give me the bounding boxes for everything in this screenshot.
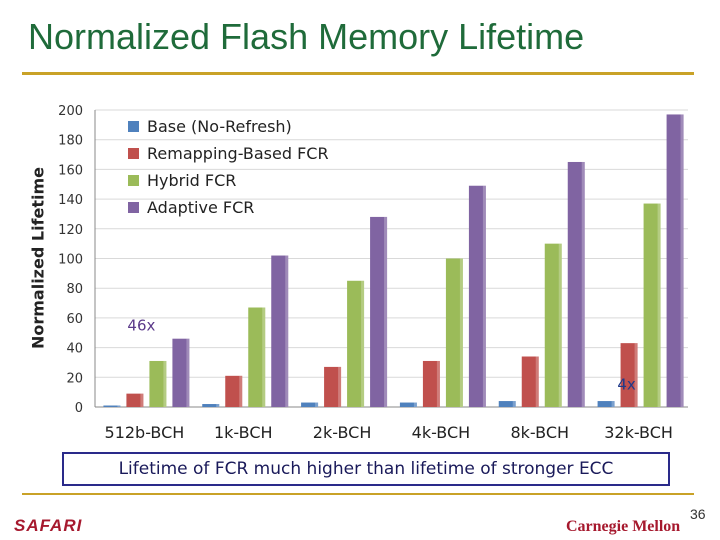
x-tick-label: 8k-BCH: [510, 423, 569, 442]
bar-highlight: [338, 366, 342, 407]
x-tick-label: 1k-BCH: [214, 423, 273, 442]
bar: [248, 307, 266, 407]
bar: [666, 114, 684, 407]
y-tick-label: 80: [66, 282, 83, 297]
y-tick-label: 120: [58, 223, 83, 238]
safari-logo: SAFARI: [14, 516, 83, 535]
bar-highlight: [262, 307, 266, 407]
bar-highlight: [535, 356, 539, 407]
bar: [643, 203, 661, 407]
y-tick-label: 40: [66, 342, 83, 357]
bar-highlight: [611, 401, 615, 407]
bar: [202, 404, 220, 407]
y-tick-label: 60: [66, 312, 83, 327]
bar-highlight: [482, 185, 486, 407]
x-tick-label: 4k-BCH: [412, 423, 471, 442]
bar-highlight: [657, 203, 661, 407]
bar: [347, 280, 365, 407]
y-tick-label: 140: [58, 193, 83, 208]
y-tick-label: 180: [58, 134, 83, 149]
page-number: 36: [690, 506, 706, 522]
callout-text: Lifetime of FCR much higher than lifetim…: [118, 459, 614, 479]
x-tick-label: 2k-BCH: [313, 423, 372, 442]
x-tick-label: 32k-BCH: [604, 423, 673, 442]
bar: [399, 402, 417, 407]
bar-highlight: [140, 393, 144, 407]
bar: [103, 405, 121, 407]
y-tick-label: 0: [75, 401, 83, 416]
bar-highlight: [680, 114, 684, 407]
bar: [498, 401, 516, 407]
bar-highlight: [163, 360, 167, 407]
bar-highlight: [436, 360, 440, 407]
bar-highlight: [512, 401, 516, 407]
bar-highlight: [216, 404, 220, 407]
bar: [126, 393, 144, 407]
y-tick-label: 20: [66, 371, 83, 386]
bar: [149, 360, 167, 407]
carnegie-mellon-logo: Carnegie Mellon: [566, 518, 681, 535]
x-tick-label: 512b-BCH: [105, 423, 185, 442]
bar-highlight: [361, 280, 365, 407]
annotation-label: 4x: [617, 376, 636, 394]
legend-label: Adaptive FCR: [147, 198, 254, 217]
footer-divider: [22, 493, 694, 495]
slide-title: Normalized Flash Memory Lifetime: [28, 16, 585, 57]
y-tick-label: 160: [58, 163, 83, 178]
bar: [422, 360, 440, 407]
legend-swatch: [128, 175, 139, 186]
bar: [271, 255, 289, 407]
legend-label: Base (No-Refresh): [147, 117, 292, 136]
bar-highlight: [285, 255, 289, 407]
legend-label: Hybrid FCR: [147, 171, 236, 190]
bar: [225, 375, 243, 407]
bar: [567, 161, 585, 407]
callout-box: Lifetime of FCR much higher than lifetim…: [62, 452, 670, 486]
bar-highlight: [413, 402, 417, 407]
y-tick-label: 100: [58, 253, 83, 268]
bar: [620, 343, 638, 407]
bar-highlight: [239, 375, 243, 407]
legend-swatch: [128, 121, 139, 132]
bar-highlight: [117, 405, 121, 407]
title-divider: [22, 72, 694, 75]
bar: [172, 338, 190, 407]
legend-label: Remapping-Based FCR: [147, 144, 329, 163]
bar-highlight: [581, 161, 585, 407]
bar: [324, 366, 342, 407]
bar-highlight: [634, 343, 638, 407]
bar: [544, 243, 562, 407]
bar-highlight: [384, 216, 388, 407]
bar: [370, 216, 388, 407]
bar-highlight: [558, 243, 562, 407]
lifetime-bar-chart: 0 20 40 60 80 100 120 140 160 180 200 512b-BCH 1k-BC…: [58, 104, 688, 442]
bar: [521, 356, 539, 407]
y-tick-label: 200: [58, 104, 83, 119]
bar-highlight: [459, 258, 463, 407]
legend-swatch: [128, 148, 139, 159]
bar-highlight: [186, 338, 190, 407]
bar: [301, 402, 319, 407]
bar: [597, 401, 615, 407]
legend-swatch: [128, 202, 139, 213]
bar: [468, 185, 486, 407]
bar-highlight: [315, 402, 319, 407]
bar: [445, 258, 463, 407]
annotation-label: 46x: [127, 316, 155, 334]
